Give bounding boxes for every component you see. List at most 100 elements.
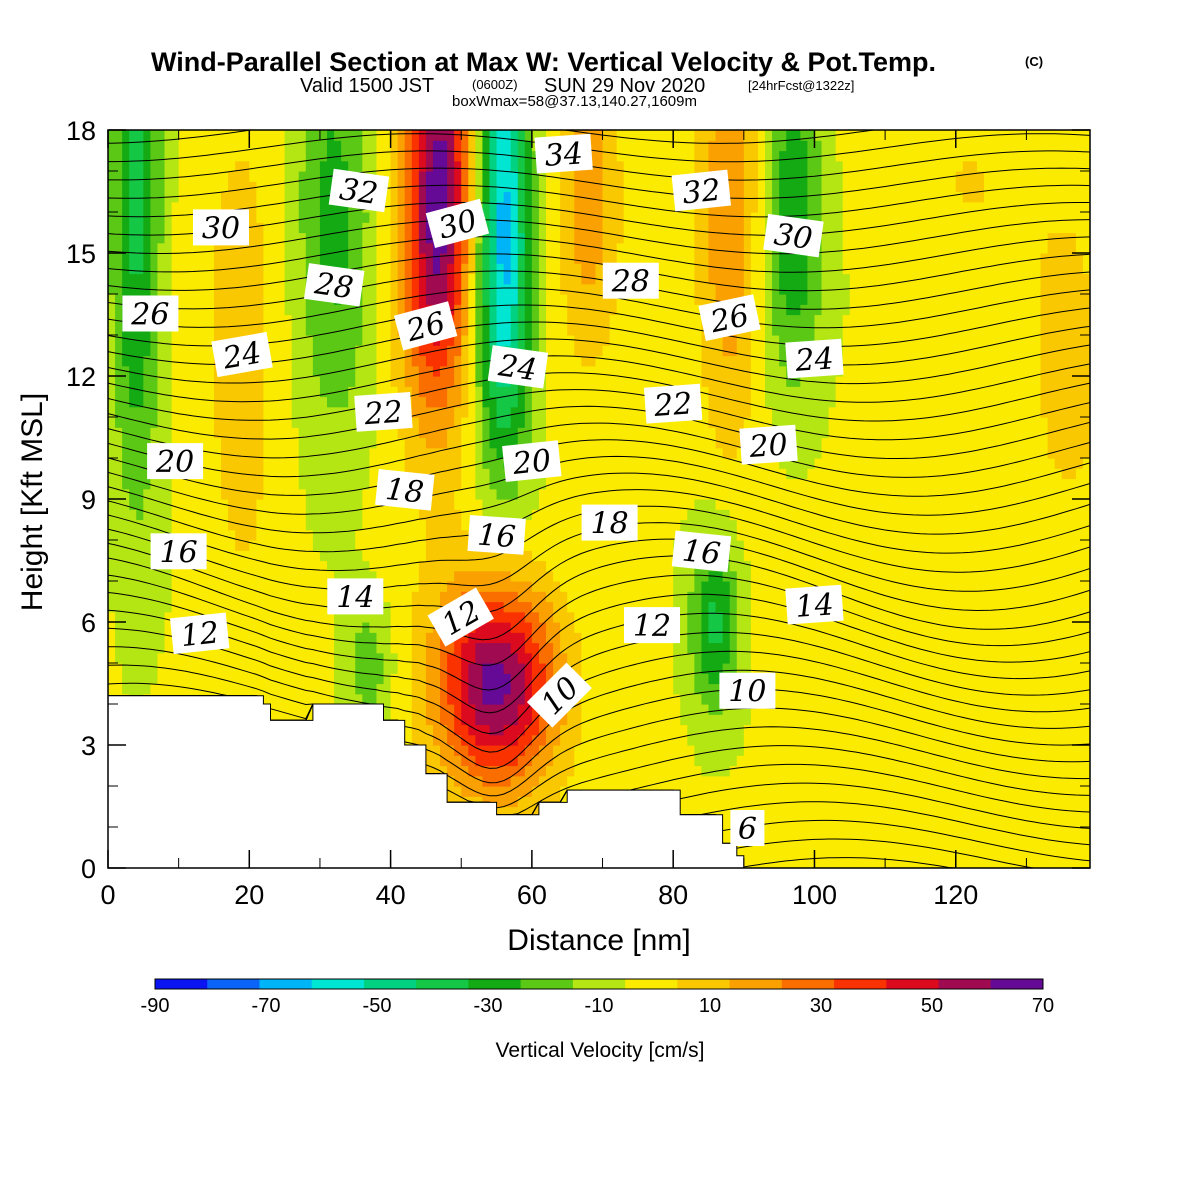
velocity-cell [538,222,547,234]
velocity-cell [199,663,208,674]
velocity-cell [284,601,293,613]
velocity-cell [298,191,307,203]
velocity-cell [404,191,413,203]
velocity-cell [447,376,455,387]
velocity-cell [489,488,498,500]
velocity-cell [143,253,151,264]
velocity-cell [588,324,597,336]
velocity-cell [538,519,547,531]
velocity-cell [242,642,250,654]
velocity-cell [150,222,159,234]
velocity-cell [122,652,130,664]
velocity-cell [143,191,151,203]
velocity-cell [115,150,123,162]
velocity-cell [510,212,519,223]
velocity-cell [411,519,420,531]
velocity-cell [291,283,300,295]
velocity-cell [461,160,469,172]
velocity-cell [560,745,568,756]
velocity-cell [454,273,462,285]
velocity-cell [164,171,173,182]
velocity-cell [164,488,173,500]
velocity-cell [108,673,116,685]
velocity-cell [115,611,123,623]
velocity-cell [454,171,462,182]
velocity-cell [588,745,597,756]
velocity-cell [213,171,222,182]
velocity-cell [482,201,491,213]
velocity-cell [143,160,151,172]
velocity-cell [404,160,413,172]
velocity-cell [312,222,321,234]
velocity-cell [171,273,180,285]
velocity-cell [531,242,540,254]
velocity-cell [277,632,286,644]
velocity-cell [475,396,484,408]
velocity-cell [291,140,300,152]
velocity-cell [588,191,597,203]
velocity-cell [411,458,420,469]
velocity-cell [454,765,462,777]
velocity-cell [192,663,201,674]
velocity-cell [524,181,533,193]
velocity-cell [221,663,229,674]
velocity-cell [461,775,469,787]
velocity-cell [546,622,554,633]
velocity-cell [235,509,243,521]
velocity-cell [482,570,491,582]
velocity-cell [298,560,307,572]
velocity-cell [249,478,257,490]
velocity-cell [115,427,123,439]
velocity-cell [108,581,116,592]
velocity-cell [503,478,512,490]
velocity-cell [228,386,236,398]
velocity-cell [312,150,321,162]
velocity-cell [362,335,370,346]
velocity-cell [503,160,512,172]
velocity-cell [213,581,222,592]
velocity-cell [362,150,370,162]
velocity-cell [574,632,582,644]
velocity-cell [581,591,589,603]
velocity-cell [334,396,342,408]
velocity-cell [291,622,300,633]
velocity-cell [432,652,441,664]
velocity-cell [319,212,328,223]
velocity-cell [588,601,597,613]
velocity-cell [298,704,307,715]
velocity-cell [397,714,406,726]
velocity-cell [108,396,116,408]
velocity-cell [143,540,151,551]
velocity-cell [376,550,385,562]
velocity-cell [496,396,505,408]
velocity-cell [206,417,215,428]
velocity-cell [411,130,420,141]
velocity-cell [221,406,229,418]
velocity-cell [235,417,243,428]
velocity-cell [425,365,434,377]
velocity-cell [143,509,151,521]
velocity-cell [397,683,406,695]
velocity-cell [538,304,547,316]
velocity-cell [185,488,194,500]
velocity-cell [383,191,392,203]
velocity-cell [560,540,568,551]
velocity-cell [411,704,420,715]
velocity-cell [524,201,533,213]
velocity-cell [418,427,427,439]
velocity-cell [468,775,476,787]
velocity-cell [185,406,194,418]
velocity-cell [560,796,568,808]
velocity-cell [298,529,307,541]
velocity-cell [362,355,370,367]
velocity-cell [263,365,272,377]
velocity-cell [524,140,533,152]
velocity-cell [461,519,469,531]
velocity-cell [475,130,484,141]
velocity-cell [305,253,314,264]
velocity-cell [228,283,236,295]
velocity-cell [461,396,469,408]
velocity-cell [129,652,137,664]
velocity-cell [560,181,568,193]
velocity-cell [136,581,144,592]
